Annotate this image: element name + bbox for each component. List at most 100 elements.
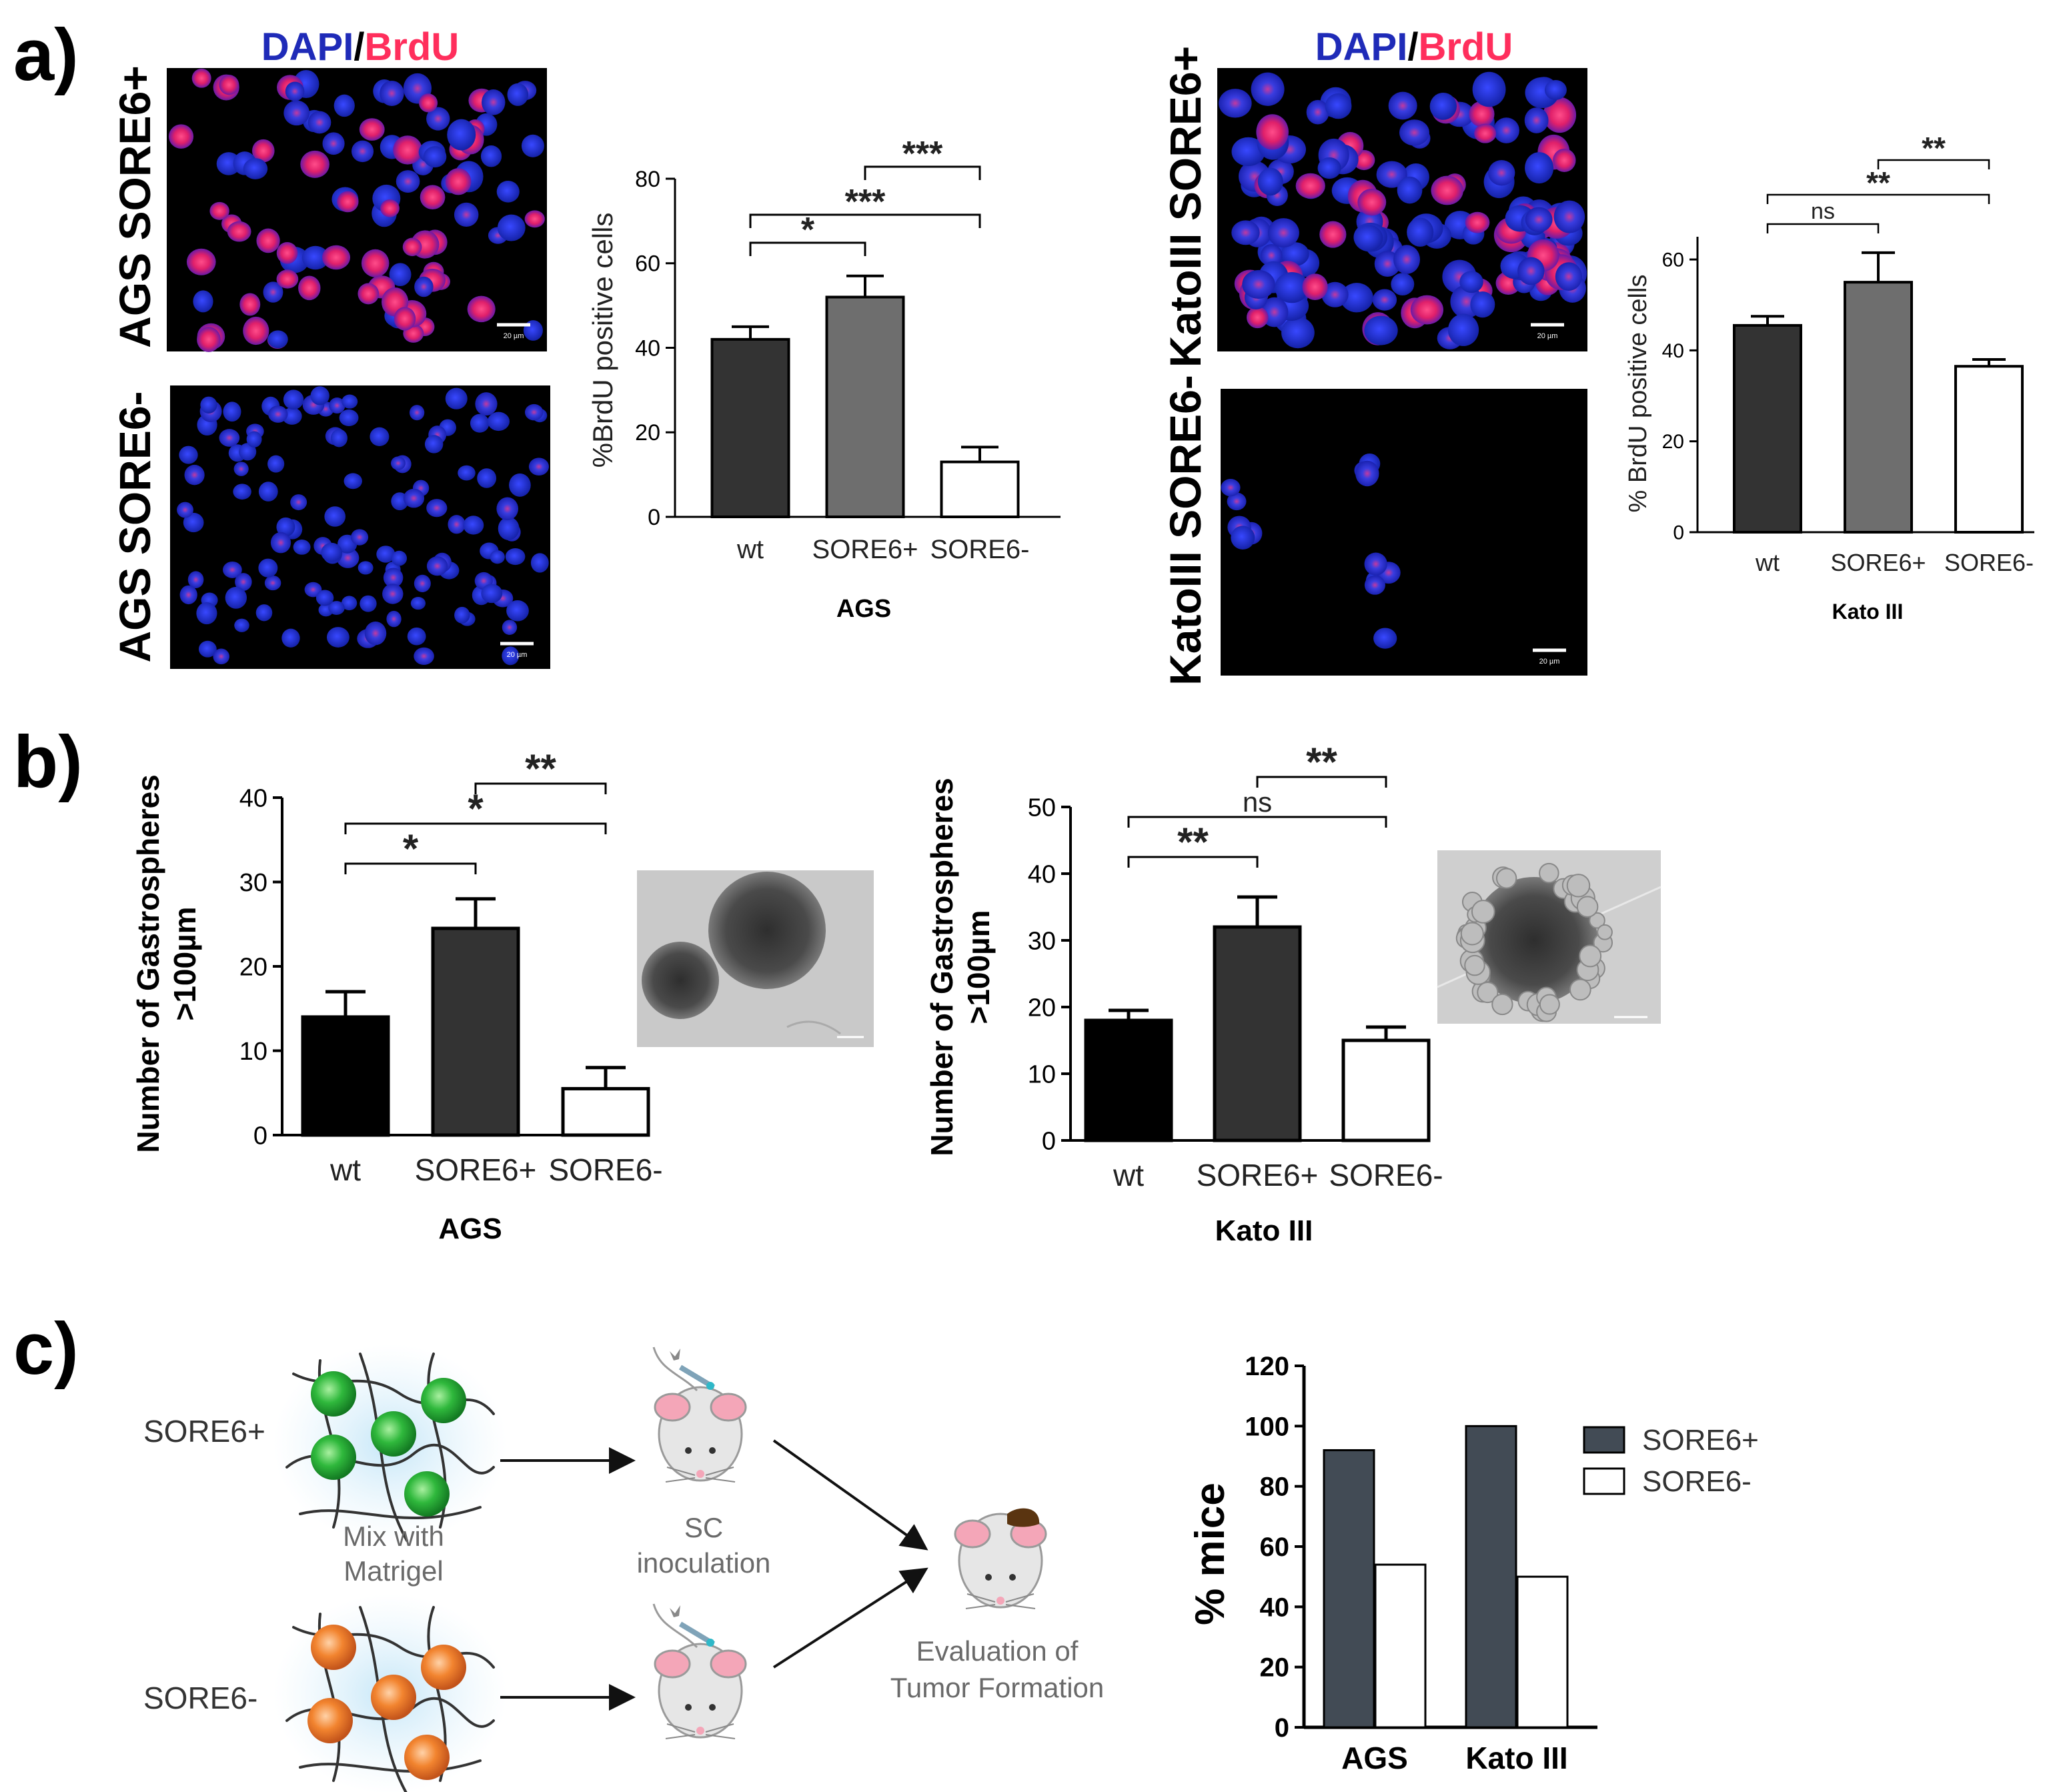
cell-nucleus	[285, 81, 305, 101]
y-tick-label: 0	[1275, 1713, 1289, 1743]
cell-bubble	[1464, 954, 1485, 976]
mouse-whiskers	[665, 1467, 736, 1483]
cell-nucleus	[168, 124, 194, 149]
y-tick-label: 20	[1662, 431, 1684, 453]
cell-bubble	[1460, 922, 1484, 946]
y-axis-label: % BrdU positive cells	[1624, 275, 1652, 513]
mouse-nose	[696, 1470, 704, 1478]
cell-nucleus	[177, 502, 193, 518]
cell-nucleus	[1355, 460, 1379, 487]
cell-nucleus	[276, 517, 295, 537]
cell-nucleus	[359, 118, 385, 141]
mouse-icon	[652, 1347, 747, 1483]
stain-sep-label: /	[1407, 25, 1418, 69]
cell-nucleus	[496, 497, 519, 521]
cell-nucleus	[530, 553, 549, 573]
cells-kato-pos	[1219, 71, 1587, 349]
cell-nucleus	[1391, 273, 1415, 296]
cell-nucleus	[528, 458, 550, 476]
syringe-star	[670, 1349, 680, 1361]
cell-nucleus	[268, 405, 288, 423]
cell-nucleus	[424, 435, 444, 454]
cell-nucleus	[414, 647, 434, 666]
cell-nucleus	[497, 214, 526, 241]
cell-nucleus	[524, 403, 544, 421]
label-sore6-neg: SORE6-	[143, 1681, 257, 1715]
cell-nucleus	[264, 575, 281, 591]
cell-nucleus	[328, 601, 345, 615]
y-tick-label: 40	[239, 784, 267, 812]
cell-nucleus	[419, 93, 438, 113]
cell-bubble	[1471, 900, 1495, 924]
cell-nucleus	[193, 290, 213, 313]
cell-nucleus	[414, 574, 431, 592]
cell-nucleus	[502, 646, 520, 666]
tumor	[1007, 1508, 1040, 1527]
cell-nucleus	[467, 295, 496, 323]
label-eval-line1: Evaluation of	[916, 1635, 1079, 1667]
cell-nucleus	[239, 443, 257, 461]
cell-nucleus	[304, 582, 322, 598]
label-sc-line1: SC	[684, 1512, 723, 1543]
y-tick-label: 10	[1028, 1060, 1056, 1088]
label-mix-line1: Mix with	[343, 1521, 444, 1552]
significance-label: **	[525, 746, 556, 791]
significance-label: **	[1922, 131, 1946, 165]
cell-nucleus	[447, 119, 476, 151]
cell-nucleus	[351, 140, 374, 163]
y-tick-label: 20	[239, 953, 267, 981]
cell-nucleus	[330, 429, 348, 447]
legend-swatch	[1583, 1467, 1625, 1495]
y-axis-label: Number of Gastrospheres	[131, 774, 165, 1152]
cell-nucleus	[426, 556, 448, 576]
significance-label: **	[1866, 165, 1890, 200]
y-axis-label: >100µm	[167, 906, 202, 1020]
y-axis-label: Number of Gastrospheres	[924, 778, 959, 1156]
cell-nucleus	[402, 237, 422, 257]
stain-dapi-label: DAPI	[1315, 25, 1408, 69]
cells-ags-neg	[177, 386, 550, 666]
cell-nucleus	[223, 401, 241, 422]
cell-nucleus	[1373, 628, 1397, 649]
cell-nucleus	[1399, 119, 1430, 146]
chart-brdu-ags: 0 20 40 60 80 wt SORE6+ SORE6- AGS %BrdU positive…	[587, 135, 1061, 623]
cell-nucleus	[329, 397, 346, 414]
cell-nucleus	[490, 550, 505, 564]
bar	[1213, 925, 1302, 1142]
cell-nucleus	[1340, 283, 1373, 313]
stain-header-left: DAPI/BrdU	[261, 25, 459, 69]
cell-nucleus	[1517, 257, 1545, 285]
cell-nucleus	[481, 89, 506, 115]
cells-ags-pos	[168, 68, 545, 352]
cell-nucleus	[350, 529, 369, 546]
cell-nucleus	[1221, 479, 1241, 497]
label-sore6-pos: SORE6+	[143, 1414, 265, 1449]
cell-nucleus	[358, 561, 374, 575]
cell-nucleus	[1281, 317, 1315, 349]
cell-nucleus	[509, 473, 531, 497]
cell-nucleus	[426, 499, 448, 518]
bar	[561, 1086, 650, 1137]
cell-nucleus	[322, 132, 345, 155]
mouse-eye	[1009, 1574, 1016, 1581]
x-tick-label: wt	[1113, 1158, 1144, 1192]
cell-nucleus	[1267, 218, 1299, 248]
legend-swatch	[1583, 1426, 1625, 1454]
cell-nucleus	[360, 595, 377, 612]
mouse-tail	[652, 1603, 698, 1649]
cell-nucleus	[1525, 207, 1553, 232]
cell-nucleus	[498, 517, 520, 540]
cell-nucleus	[1364, 552, 1387, 576]
cell-bubble	[1589, 912, 1605, 929]
cell-nucleus	[321, 542, 342, 562]
cell-nucleus	[243, 316, 269, 345]
cell-nucleus	[1376, 161, 1407, 188]
cell-nucleus	[1251, 72, 1285, 106]
cell-nucleus	[196, 602, 217, 625]
significance-label: ns	[1811, 199, 1835, 224]
x-tick-label: wt	[1755, 549, 1780, 576]
cell-nucleus	[197, 327, 221, 352]
cell-nucleus	[376, 546, 396, 563]
cell-nucleus	[233, 462, 249, 476]
significance-bracket	[864, 165, 981, 180]
